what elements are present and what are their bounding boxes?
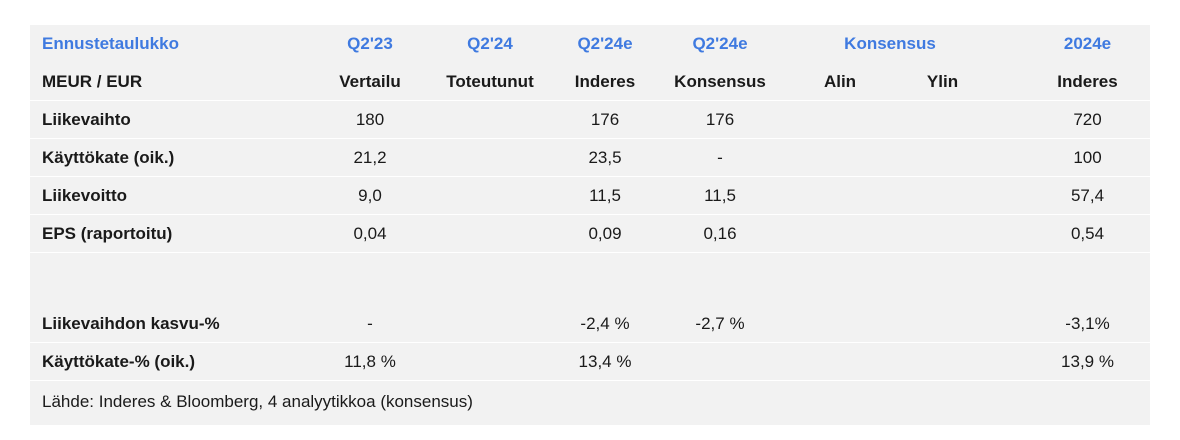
cell-value: 0,16 [703, 223, 737, 243]
cell-value [785, 343, 895, 380]
cell-value [425, 101, 555, 138]
col-consensus-high-sub: Ylin [926, 71, 959, 91]
table-row: EPS (raportoitu) 0,04 0,09 0,16 0,54 [30, 215, 1150, 253]
cell-value: 0,09 [588, 223, 622, 243]
spacer-row [30, 253, 1150, 305]
row-label: EPS (raportoitu) [42, 223, 173, 243]
cell-value: 100 [1073, 147, 1102, 167]
cell-value [425, 343, 555, 380]
cell-value [785, 215, 895, 252]
col-q224e-consensus-sub: Konsensus [674, 71, 766, 91]
cell-value: -3,1% [1065, 313, 1110, 333]
cell-value: 23,5 [588, 147, 622, 167]
cell-value [425, 139, 555, 176]
cell-value: 11,8 % [344, 351, 396, 371]
table-row: Liikevaihdon kasvu-% - -2,4 % -2,7 % -3,… [30, 305, 1150, 343]
cell-value [425, 215, 555, 252]
row-label: Käyttökate (oik.) [42, 147, 175, 167]
cell-value [895, 305, 990, 342]
cell-value: 21,2 [353, 147, 387, 167]
cell-value: 176 [705, 109, 735, 129]
cell-value [895, 343, 990, 380]
col-q224e-inderes-header: Q2'24e [577, 34, 633, 53]
cell-value: 57,4 [1070, 185, 1105, 205]
cell-value: 720 [1073, 109, 1102, 129]
cell-value [655, 343, 785, 380]
cell-value: 176 [590, 109, 620, 129]
forecast-table-panel [30, 25, 1150, 425]
table-title: Ennustetaulukko [42, 34, 179, 53]
row-label: Liikevaihdon kasvu-% [42, 313, 220, 333]
cell-value [785, 177, 895, 214]
col-q224e-consensus-header: Q2'24e [692, 34, 748, 53]
col-q224-sub: Toteutunut [446, 71, 534, 91]
header-row-sub: MEUR / EUR Vertailu Toteutunut Inderes K… [30, 63, 1150, 101]
cell-value [785, 139, 895, 176]
consensus-range-header: Konsensus [844, 34, 936, 53]
cell-value [895, 101, 990, 138]
col-2024e-sub: Inderes [1057, 71, 1118, 91]
cell-value: -2,7 % [695, 313, 745, 333]
table-row: Käyttökate-% (oik.) 11,8 % 13,4 % 13,9 % [30, 343, 1150, 381]
col-q223-sub: Vertailu [339, 71, 401, 91]
cell-value: 11,5 [589, 185, 621, 205]
cell-value: 9,0 [358, 185, 382, 205]
cell-value [895, 215, 990, 252]
col-2024e-header: 2024e [1063, 34, 1112, 53]
cell-value: 0,54 [1070, 223, 1105, 243]
cell-value: 0,04 [353, 223, 387, 243]
row-label: Liikevoitto [42, 185, 128, 205]
source-note: Lähde: Inderes & Bloomberg, 4 analyytikk… [42, 392, 473, 411]
cell-value [895, 177, 990, 214]
cell-value [785, 305, 895, 342]
cell-value [425, 305, 555, 342]
cell-value: - [367, 313, 373, 333]
cell-value: -2,4 % [580, 313, 630, 333]
cell-value: - [717, 147, 723, 167]
forecast-table: Ennustetaulukko Q2'23 Q2'24 Q2'24e Q2'24… [30, 25, 1150, 381]
table-row: Liikevoitto 9,0 11,5 11,5 57,4 [30, 177, 1150, 215]
cell-value: 13,4 % [578, 351, 632, 371]
cell-value [785, 101, 895, 138]
col-q224-header: Q2'24 [467, 34, 513, 53]
cell-value [425, 177, 555, 214]
col-q224e-inderes-sub: Inderes [574, 71, 636, 91]
cell-value [895, 139, 990, 176]
cell-value: 13,9 % [1061, 351, 1114, 371]
col-consensus-low-sub: Alin [823, 71, 857, 91]
col-q223-header: Q2'23 [347, 34, 393, 53]
header-row-top: Ennustetaulukko Q2'23 Q2'24 Q2'24e Q2'24… [30, 25, 1150, 63]
table-row: Käyttökate (oik.) 21,2 23,5 - 100 [30, 139, 1150, 177]
row-label: Liikevaihto [42, 109, 131, 129]
cell-value: 180 [355, 109, 385, 129]
cell-value: 11,5 [704, 185, 736, 205]
row-label: Käyttökate-% (oik.) [42, 351, 196, 371]
unit-label: MEUR / EUR [42, 71, 143, 91]
table-row: Liikevaihto 180 176 176 720 [30, 101, 1150, 139]
